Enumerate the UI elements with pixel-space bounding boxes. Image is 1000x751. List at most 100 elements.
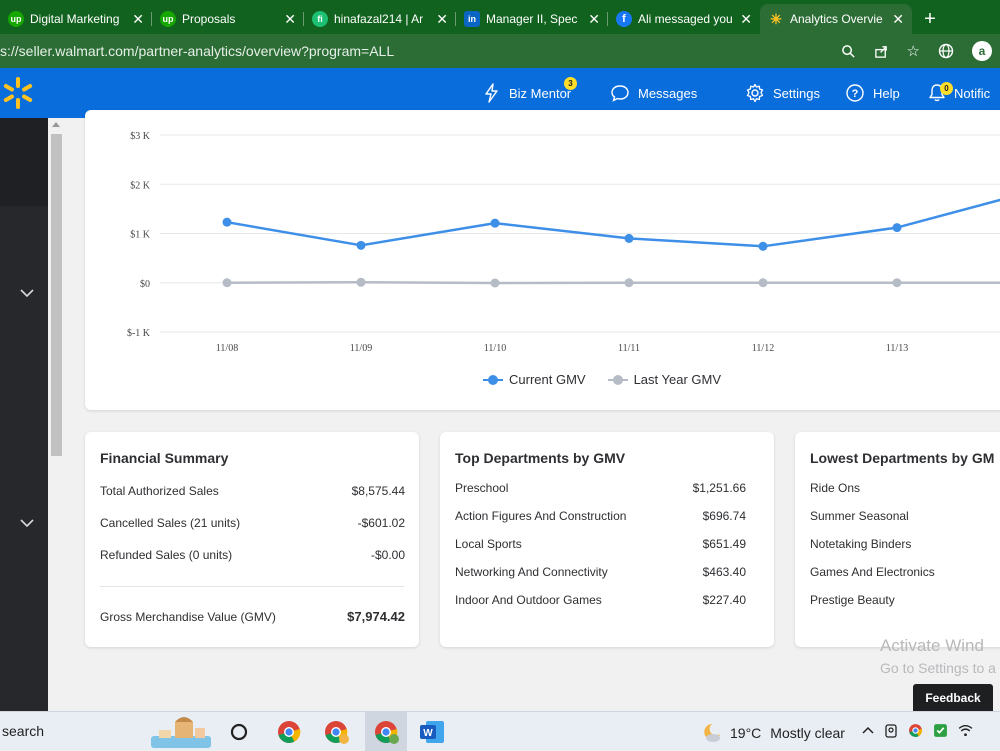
close-icon[interactable]: ✕ bbox=[436, 10, 448, 27]
scroll-up-arrow[interactable] bbox=[52, 122, 60, 127]
data-point bbox=[222, 217, 232, 227]
weather-condition: Mostly clear bbox=[770, 725, 845, 741]
camera-tray-icon[interactable] bbox=[884, 723, 898, 738]
close-icon[interactable]: ✕ bbox=[892, 10, 904, 27]
chevron-down-icon[interactable] bbox=[20, 516, 34, 530]
tab-title: Manager II, Spec bbox=[486, 12, 578, 26]
facebook-icon: f bbox=[616, 11, 632, 27]
department-gmv: $1,251.66 bbox=[692, 481, 746, 495]
department-gmv: $696.74 bbox=[702, 509, 746, 523]
task-view-icon[interactable] bbox=[225, 718, 253, 746]
nav-biz-mentor[interactable]: Biz Mentor 3 bbox=[483, 68, 577, 118]
nav-settings[interactable]: Settings bbox=[745, 68, 820, 118]
activate-windows-watermark: Activate Wind bbox=[880, 636, 984, 655]
department-name: Action Figures And Construction bbox=[455, 509, 627, 523]
walmart-spark-logo bbox=[3, 77, 33, 109]
close-icon[interactable]: ✕ bbox=[588, 10, 600, 27]
weather-temperature: 19°C bbox=[730, 725, 762, 741]
y-tick-label: $3 K bbox=[130, 131, 151, 142]
department-name: Prestige Beauty bbox=[810, 593, 895, 607]
data-point bbox=[356, 277, 366, 287]
word-icon[interactable]: W bbox=[418, 718, 446, 746]
upwork-icon: up bbox=[8, 11, 24, 27]
walmart-header: Biz Mentor 3 Messages Settings ? Help No… bbox=[0, 68, 1000, 118]
extension-globe-icon[interactable] bbox=[938, 43, 954, 59]
browser-tab[interactable]: fi hinafazal214 | Ar ✕ bbox=[304, 4, 456, 34]
browser-tab[interactable]: up Digital Marketing ✕ bbox=[0, 4, 152, 34]
page-scrollbar[interactable] bbox=[48, 118, 65, 711]
browser-tab-strip: up Digital Marketing ✕ up Proposals ✕ fi… bbox=[0, 0, 1000, 34]
legend-item[interactable]: Last Year GMV bbox=[607, 372, 721, 387]
close-icon[interactable]: ✕ bbox=[284, 10, 296, 27]
y-tick-label: $2 K bbox=[130, 180, 151, 191]
notification-badge: 3 bbox=[564, 77, 577, 90]
scrollbar-thumb[interactable] bbox=[51, 134, 62, 456]
legend-swatch bbox=[483, 374, 503, 385]
chevron-down-icon[interactable] bbox=[20, 286, 34, 300]
data-point bbox=[758, 241, 768, 251]
moon-cloud-icon bbox=[704, 724, 720, 742]
nav-help[interactable]: ? Help bbox=[845, 68, 900, 118]
chrome-tray-icon[interactable] bbox=[908, 723, 923, 738]
close-icon[interactable]: ✕ bbox=[740, 10, 752, 27]
browser-tab[interactable]: up Proposals ✕ bbox=[152, 4, 304, 34]
nav-messages[interactable]: Messages bbox=[610, 68, 697, 118]
svg-text:?: ? bbox=[852, 88, 859, 100]
close-icon[interactable]: ✕ bbox=[132, 10, 144, 27]
upwork-icon: up bbox=[160, 11, 176, 27]
chrome-icon[interactable] bbox=[275, 718, 303, 746]
share-icon[interactable] bbox=[874, 44, 889, 59]
svg-text:W: W bbox=[423, 728, 433, 739]
chrome-profile-icon[interactable] bbox=[322, 718, 350, 746]
y-tick-label: $-1 K bbox=[127, 328, 151, 339]
card-title: Top Departments by GMV bbox=[455, 450, 626, 466]
nav-label: Biz Mentor bbox=[509, 85, 572, 101]
summary-row-value: -$0.00 bbox=[370, 548, 405, 562]
tab-title: Digital Marketing bbox=[30, 12, 120, 26]
summary-row-label: Refunded Sales (0 units) bbox=[100, 548, 233, 562]
tab-title: hinafazal214 | Ar bbox=[334, 12, 424, 26]
windows-taskbar: search W 19°C Mostly clear bbox=[0, 711, 1000, 751]
x-tick-label: 11/09 bbox=[350, 343, 372, 354]
weather-widget[interactable]: 19°C Mostly clear bbox=[700, 722, 845, 744]
y-tick-label: $0 bbox=[140, 279, 150, 290]
feedback-button[interactable]: Feedback bbox=[913, 684, 993, 711]
browser-tab-active[interactable]: ✳ Analytics Overvie ✕ bbox=[760, 4, 912, 34]
fiverr-icon: fi bbox=[312, 11, 328, 27]
chat-icon bbox=[610, 84, 630, 102]
tab-title: Proposals bbox=[182, 12, 236, 26]
financial-summary-card: Financial Summary Total Authorized Sales… bbox=[85, 432, 419, 647]
new-tab-button[interactable]: + bbox=[924, 7, 936, 30]
zoom-icon[interactable] bbox=[841, 44, 856, 59]
department-name: Summer Seasonal bbox=[810, 509, 909, 523]
series-line-last-year-gmv bbox=[226, 281, 1000, 285]
chevron-up-icon[interactable] bbox=[862, 725, 874, 737]
security-shield-icon[interactable] bbox=[933, 723, 948, 738]
taskbar-search[interactable]: search bbox=[2, 723, 45, 739]
sidebar-active-section[interactable] bbox=[0, 118, 48, 206]
gmv-total-value: $7,974.42 bbox=[347, 609, 405, 624]
nav-notifications[interactable]: Notific 0 bbox=[928, 68, 990, 118]
gear-icon bbox=[745, 83, 765, 103]
summary-row-label: Total Authorized Sales bbox=[100, 484, 219, 498]
profile-avatar[interactable]: a bbox=[972, 41, 992, 61]
walmart-icon: ✳ bbox=[770, 10, 782, 27]
chrome-active-icon[interactable] bbox=[372, 718, 400, 746]
summary-row-value: $8,575.44 bbox=[351, 484, 405, 498]
legend-item[interactable]: Current GMV bbox=[483, 372, 586, 387]
bookmark-star-icon[interactable]: ☆ bbox=[906, 43, 920, 60]
department-gmv: $463.40 bbox=[702, 565, 746, 579]
department-name: Ride Ons bbox=[810, 481, 861, 495]
wifi-icon[interactable] bbox=[958, 723, 973, 738]
x-tick-label: 11/11 bbox=[618, 343, 640, 354]
divider bbox=[100, 586, 404, 587]
browser-tab[interactable]: f Ali messaged you ✕ bbox=[608, 4, 760, 34]
bolt-icon bbox=[483, 83, 501, 103]
lowest-departments-card: Lowest Departments by GM Ride Ons Summer… bbox=[795, 432, 1000, 647]
chart-legend: Current GMV Last Year GMV bbox=[483, 372, 721, 387]
url-field[interactable]: s://seller.walmart.com/partner-analytics… bbox=[0, 43, 395, 59]
department-name: Notetaking Binders bbox=[810, 537, 912, 551]
browser-tab[interactable]: in Manager II, Spec ✕ bbox=[456, 4, 608, 34]
notification-badge: 0 bbox=[940, 82, 953, 95]
activate-windows-hint: Go to Settings to a bbox=[880, 660, 996, 676]
